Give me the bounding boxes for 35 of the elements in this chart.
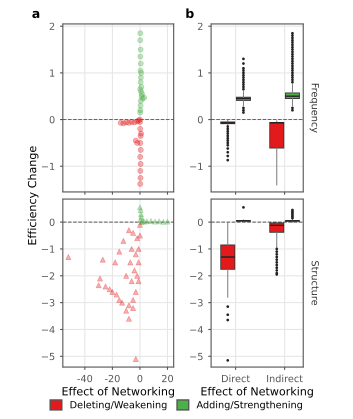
y-tick-label: −5 (42, 352, 54, 360)
x-tick-label: -20 (104, 374, 120, 382)
y-tick-label: −1 (42, 246, 54, 253)
x-tick-label: 0 (137, 374, 142, 382)
y-tick-label: −3 (42, 299, 54, 306)
y-tick-label: 0 (198, 116, 203, 124)
x-tick-label: Direct (222, 374, 250, 382)
y-tick-label: 2 (198, 22, 202, 30)
y-tick-label: −3 (190, 299, 203, 306)
x-tick-label: Indirect (267, 374, 303, 382)
y-tick-label: −1 (190, 162, 203, 170)
y-axis-title: Efficiency Change (28, 146, 38, 244)
x-tick-label: 20 (162, 374, 174, 382)
y-tick-label: −4 (190, 326, 203, 334)
y-tick-label: −4 (42, 326, 55, 334)
y-tick-label: 2 (50, 22, 54, 30)
y-tick-label: 1 (50, 69, 54, 77)
y-tick-label: 0 (50, 116, 55, 124)
legend-label: Deleting/Weakening (70, 400, 166, 410)
y-tick-label: −2 (190, 272, 202, 280)
y-tick-label: 1 (198, 69, 203, 77)
x-tick-label: -40 (77, 374, 92, 382)
legend-label: Adding/Strengthening (196, 400, 302, 410)
x-axis-title: Effect of Networking (62, 386, 174, 398)
chart-title: b (186, 8, 194, 18)
y-tick-label: 0 (198, 218, 203, 226)
x-axis-title: Effect of Networking (202, 386, 313, 398)
y-tick-label: −5 (190, 352, 203, 360)
chart-title: a (32, 10, 40, 18)
y-tick-label: −1 (42, 162, 54, 170)
text: Frequency (310, 84, 319, 133)
y-tick-label: 0 (50, 218, 55, 226)
y-tick-label: −2 (42, 272, 54, 280)
text: Structure (312, 261, 319, 306)
y-tick-label: −1 (190, 246, 203, 253)
